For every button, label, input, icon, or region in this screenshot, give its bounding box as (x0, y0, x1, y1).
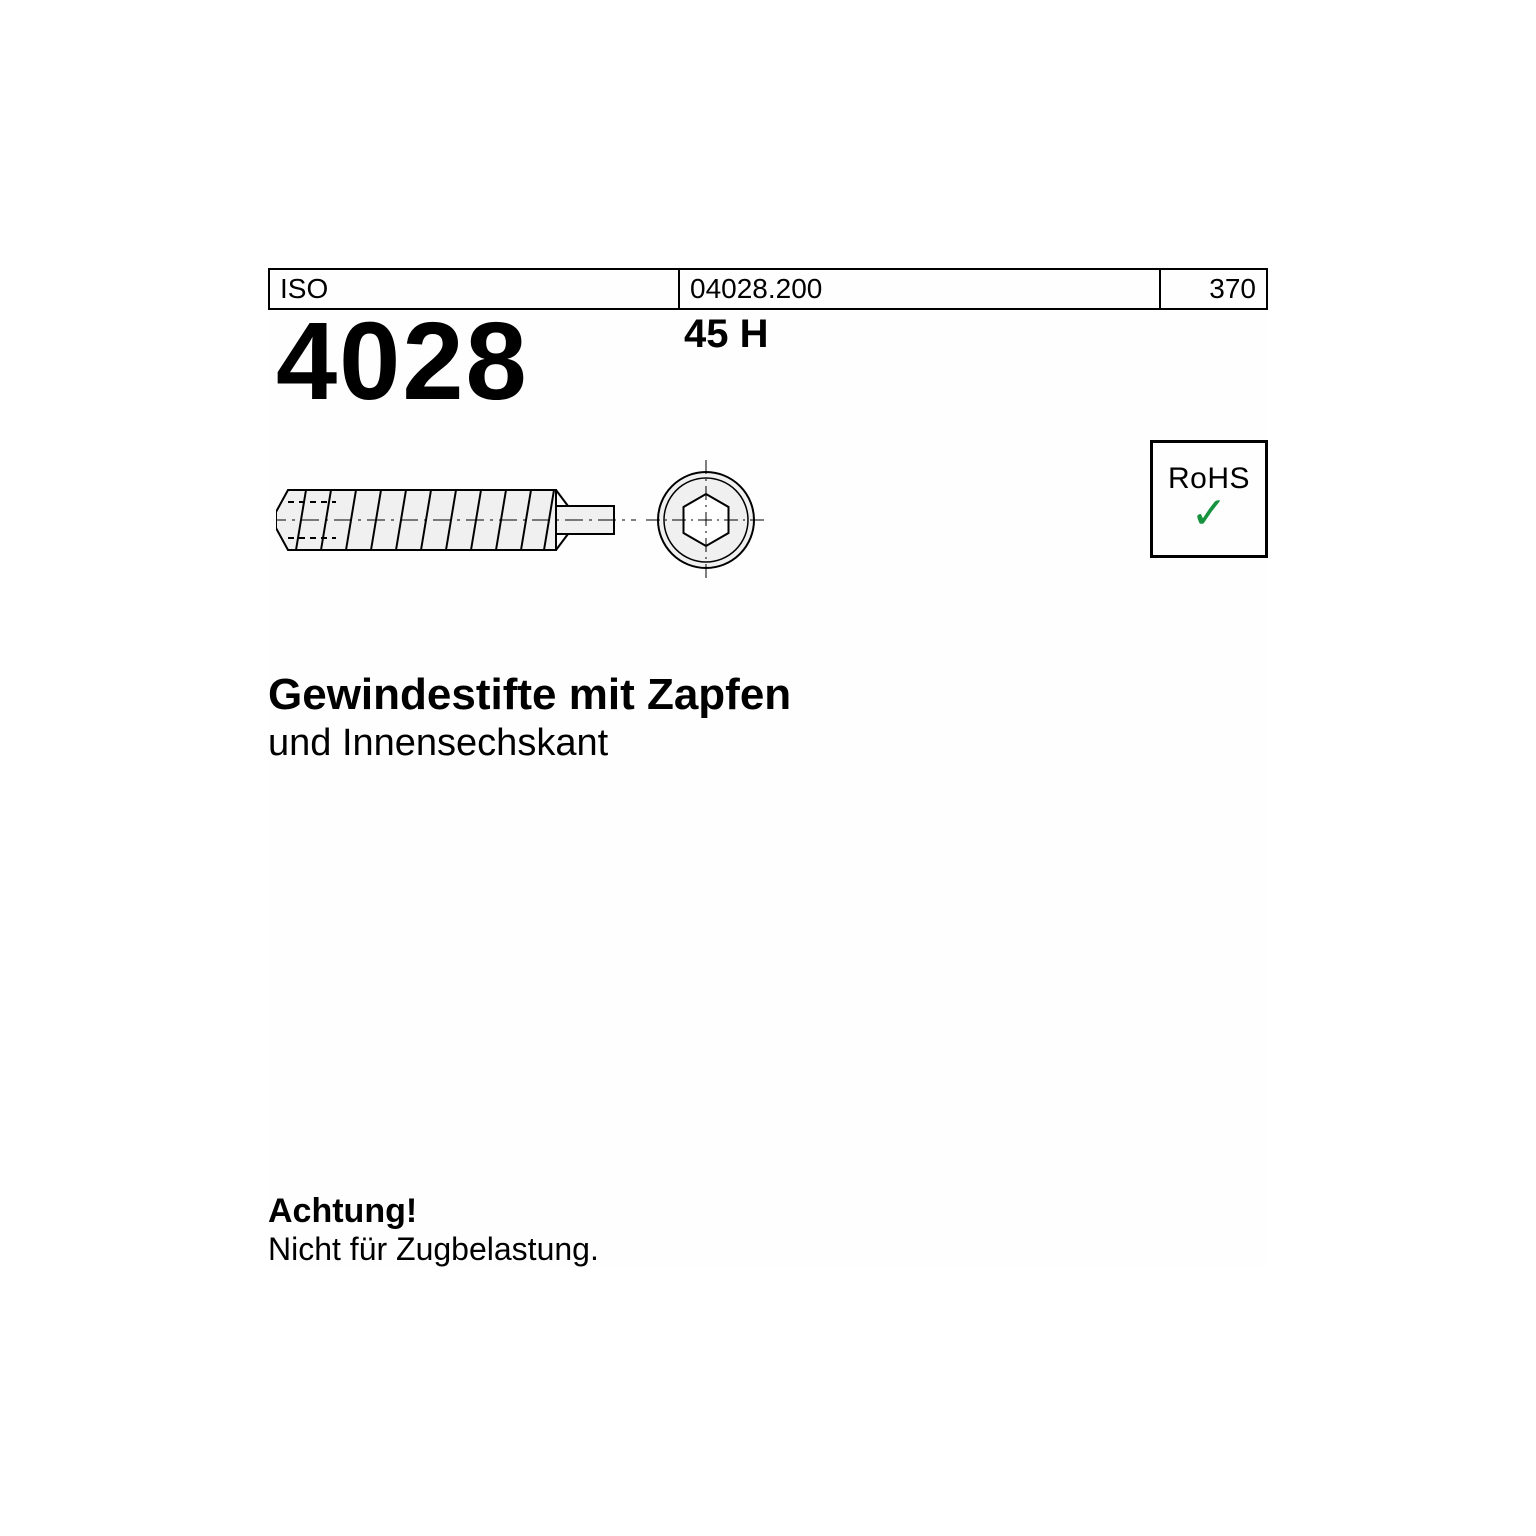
description-line2: und Innensechskant (268, 722, 1268, 765)
title-row: 4028 45 H (268, 310, 1268, 440)
standard-number: 4028 (276, 298, 529, 425)
description: Gewindestifte mit Zapfen und Innensechsk… (268, 670, 1268, 765)
datasheet: ISO 04028.200 370 4028 45 H (268, 268, 1268, 1268)
warning-text: Nicht für Zugbelastung. (268, 1231, 599, 1268)
hardness-grade: 45 H (684, 312, 769, 357)
header-code: 04028.200 (680, 270, 1161, 308)
screw-diagram (276, 460, 796, 610)
check-icon: ✓ (1191, 492, 1228, 536)
warning-block: Achtung! Nicht für Zugbelastung. (268, 1192, 599, 1268)
header-page: 370 (1161, 270, 1266, 308)
diagram-row: RoHS ✓ (268, 440, 1268, 640)
warning-title: Achtung! (268, 1192, 599, 1231)
description-line1: Gewindestifte mit Zapfen (268, 670, 1268, 720)
rohs-badge: RoHS ✓ (1150, 440, 1268, 558)
